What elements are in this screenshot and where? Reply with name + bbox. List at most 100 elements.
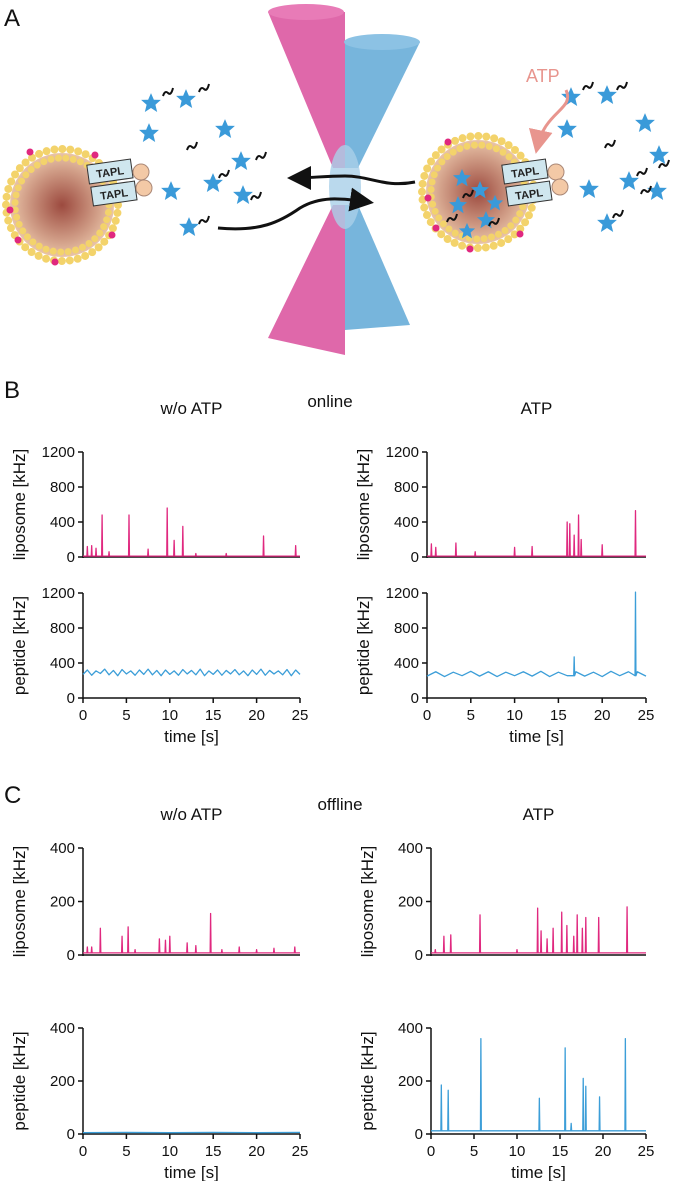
y-tick-label: 800	[50, 620, 75, 637]
y-tick-label: 200	[398, 1073, 423, 1090]
subplot: 0 400 800 1200 liposome [kHz] ATP	[354, 399, 646, 566]
x-tick-label: 15	[552, 1143, 569, 1160]
x-tick-label: 0	[79, 707, 87, 724]
x-tick-label: 25	[292, 707, 309, 724]
x-tick-label: 20	[595, 1143, 612, 1160]
arrow	[287, 165, 416, 190]
x-tick-label: 0	[79, 1143, 87, 1160]
chart-title: ATP	[521, 399, 553, 418]
trace	[431, 1037, 646, 1132]
x-tick-label: 15	[205, 707, 222, 724]
subplot: 0 200 400 liposome [kHz] w/o ATP	[10, 805, 300, 964]
y-tick-label: 1200	[386, 585, 419, 602]
peptides	[139, 81, 670, 237]
x-axis-label: time [s]	[509, 727, 564, 746]
subplot: 0 200 400 0 5 10 15 20 25 time [s] peptide [kHz]	[10, 1020, 308, 1181]
y-tick-label: 200	[398, 894, 423, 911]
x-tick-label: 20	[248, 707, 265, 724]
x-axis-label: time [s]	[164, 1163, 219, 1181]
cone	[345, 42, 420, 168]
y-tick-label: 0	[411, 690, 419, 707]
y-tick-label: 0	[67, 947, 75, 964]
x-tick-label: 20	[248, 1143, 265, 1160]
y-axis-label: peptide [kHz]	[10, 596, 29, 695]
cone	[344, 34, 420, 50]
tapl-label: TAPL	[95, 165, 125, 181]
x-tick-label: 10	[509, 1143, 526, 1160]
trace	[427, 509, 646, 557]
y-tick-label: 400	[50, 840, 75, 857]
subplot: 0 200 400 0 5 10 15 20 25 time [s] peptide [kHz]	[358, 1020, 654, 1181]
x-tick-label: 5	[122, 707, 130, 724]
x-tick-label: 10	[161, 707, 178, 724]
subplot: 0 200 400 liposome [kHz] ATP	[358, 805, 646, 964]
y-tick-label: 200	[50, 1073, 75, 1090]
y-tick-label: 200	[50, 894, 75, 911]
x-tick-label: 5	[470, 1143, 478, 1160]
x-tick-label: 25	[292, 1143, 309, 1160]
y-tick-label: 400	[50, 514, 75, 531]
y-tick-label: 0	[415, 947, 423, 964]
y-tick-label: 0	[67, 1126, 75, 1143]
cone	[268, 12, 345, 168]
x-tick-label: 10	[506, 707, 523, 724]
subplot: 0 400 800 1200 0 5 10 15 20 25 time [s] peptide [kH…	[10, 585, 308, 746]
focus	[329, 145, 361, 229]
y-tick-label: 0	[67, 549, 75, 566]
trace	[83, 507, 300, 557]
y-axis-label: peptide [kHz]	[358, 1031, 377, 1130]
y-tick-label: 0	[67, 690, 75, 707]
panel-title: offline	[317, 795, 362, 814]
arrow	[217, 187, 374, 231]
cone	[268, 205, 345, 355]
atp-label: ATP	[526, 66, 560, 86]
panel-label: A	[4, 5, 20, 32]
trace	[426, 591, 647, 678]
y-tick-label: 0	[411, 549, 419, 566]
diagram: A TAPL TAPL TAPL	[2, 4, 670, 355]
y-axis-label: liposome [kHz]	[354, 449, 373, 560]
panel-label: B	[4, 377, 20, 404]
x-axis-label: time [s]	[511, 1163, 566, 1181]
tapl-label: TAPL	[514, 187, 544, 203]
y-tick-label: 0	[415, 1126, 423, 1143]
trace	[83, 912, 300, 954]
y-tick-label: 400	[50, 1020, 75, 1037]
y-tick-label: 400	[398, 840, 423, 857]
x-axis-label: time [s]	[164, 727, 219, 746]
trace	[431, 906, 646, 954]
chart-title: w/o ATP	[159, 399, 222, 418]
chart-title: ATP	[523, 805, 555, 824]
y-tick-label: 1200	[386, 444, 419, 461]
y-axis-label: liposome [kHz]	[10, 449, 29, 560]
y-tick-label: 400	[398, 1020, 423, 1037]
panel-title: online	[307, 392, 352, 411]
y-tick-label: 1200	[42, 444, 75, 461]
x-tick-label: 25	[638, 1143, 655, 1160]
cone	[268, 4, 344, 20]
x-tick-label: 15	[550, 707, 567, 724]
arrow	[528, 89, 570, 154]
x-tick-label: 5	[467, 707, 475, 724]
y-tick-label: 400	[50, 655, 75, 672]
x-tick-label: 5	[122, 1143, 130, 1160]
transporter: TAPL TAPL TAPL TAPL	[86, 158, 569, 207]
x-tick-label: 10	[161, 1143, 178, 1160]
cone	[345, 205, 410, 330]
y-axis-label: peptide [kHz]	[354, 596, 373, 695]
x-tick-label: 0	[423, 707, 431, 724]
liposome	[2, 145, 122, 266]
trace	[82, 668, 301, 677]
subplot: 0 400 800 1200 liposome [kHz] w/o ATP	[10, 399, 300, 566]
y-tick-label: 800	[394, 620, 419, 637]
panel-label: C	[4, 782, 21, 809]
x-tick-label: 25	[638, 707, 655, 724]
x-tick-label: 15	[205, 1143, 222, 1160]
y-axis-label: liposome [kHz]	[358, 846, 377, 957]
subplot: 0 400 800 1200 0 5 10 15 20 25 time [s] peptide [kH…	[354, 585, 654, 746]
y-axis-label: peptide [kHz]	[10, 1031, 29, 1130]
y-tick-label: 800	[394, 479, 419, 496]
x-tick-label: 0	[427, 1143, 435, 1160]
tapl-label: TAPL	[99, 187, 129, 203]
y-tick-label: 800	[50, 479, 75, 496]
